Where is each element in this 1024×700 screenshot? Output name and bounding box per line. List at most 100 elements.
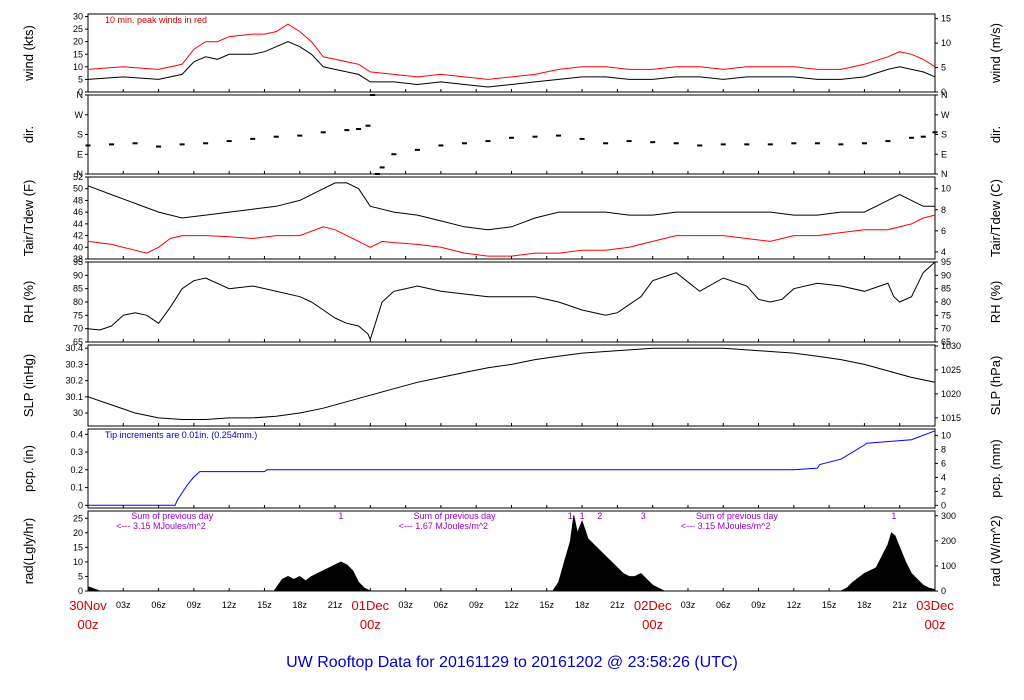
x-day-label: 03Dec [916, 598, 954, 613]
data-point [356, 128, 362, 131]
data-point [908, 136, 914, 139]
data-point [579, 137, 585, 140]
rad-marker: 1 [580, 511, 585, 521]
ytick-label: 25 [73, 513, 83, 523]
x-hour-label: 21z [610, 600, 625, 610]
data-point [344, 129, 350, 132]
panel-frame-rad [87, 510, 936, 592]
panel-frame-slp [87, 344, 936, 427]
panel-frame-rh [87, 261, 936, 343]
rad-sum-line1: Sum of previous day [696, 511, 779, 521]
right-ytick-label: 70 [941, 324, 951, 334]
ylabel-left: dir. [21, 126, 36, 143]
x-hour-label: 06z [434, 600, 449, 610]
right-ytick-label: 75 [941, 310, 951, 320]
right-ytick-label: 10 [941, 430, 951, 440]
right-ytick-label: 200 [941, 536, 956, 546]
x-hour-label: 15z [540, 600, 555, 610]
data-point [885, 140, 891, 143]
data-point [673, 142, 679, 145]
right-ytick-label: 1015 [941, 413, 961, 423]
rad-sum-line2: <--- 3.15 MJoules/m^2 [116, 521, 206, 531]
x-day-hour-label: 00z [360, 617, 381, 632]
right-ytick-label: S [941, 130, 947, 140]
x-hour-label: 15z [257, 600, 272, 610]
ytick-label: 85 [73, 284, 83, 294]
ylabel-left: rad(Lgly/hr) [21, 518, 36, 584]
data-point [273, 135, 279, 138]
x-hour-label: 18z [857, 600, 872, 610]
x-hour-label: 18z [292, 600, 307, 610]
right-ytick-label: 6 [941, 226, 946, 236]
rad-marker: 1 [568, 511, 573, 521]
data-point [603, 142, 609, 145]
rad-sum-line2: <--- 3.15 MJoules/m^2 [681, 521, 771, 531]
right-ytick-label: 90 [941, 270, 951, 280]
right-ytick-label: N [941, 90, 948, 100]
x-hour-label: 06z [716, 600, 731, 610]
data-point [744, 143, 750, 146]
panel-wind [85, 13, 938, 93]
ytick-label: N [77, 169, 84, 179]
rad-marker: 3 [641, 511, 646, 521]
ytick-label: 40 [73, 242, 83, 252]
right-ytick-label: 1025 [941, 365, 961, 375]
right-ytick-label: E [941, 149, 947, 159]
right-ytick-label: 6 [941, 458, 946, 468]
ytick-label: 0.3 [70, 447, 83, 457]
ytick-label: N [77, 90, 84, 100]
ylabel-right: dir. [988, 126, 1003, 143]
data-point [626, 140, 632, 143]
series-line-temp-1 [87, 214, 936, 257]
data-point [461, 142, 467, 145]
x-hour-label: 09z [751, 600, 766, 610]
ytick-label: 30.4 [65, 343, 83, 353]
rad-sum-line2: <--- 1.67 MJoules/m^2 [399, 521, 489, 531]
ytick-label: E [77, 149, 83, 159]
rad-sum-line1: Sum of previous day [131, 511, 214, 521]
rad-sum-line1: Sum of previous day [414, 511, 497, 521]
ytick-label: 42 [73, 231, 83, 241]
data-point [391, 153, 397, 156]
ylabel-left: pcp. (in) [21, 445, 36, 492]
data-point [226, 140, 232, 143]
data-point [532, 135, 538, 138]
right-ytick-label: 8 [941, 444, 946, 454]
x-hour-label: 18z [575, 600, 590, 610]
ytick-label: 0.2 [70, 465, 83, 475]
right-ytick-label: 4 [941, 472, 946, 482]
right-ytick-label: 65 [941, 337, 951, 347]
right-ytick-label: N [941, 169, 948, 179]
ytick-label: 0 [78, 586, 83, 596]
rad-marker: 1 [891, 511, 896, 521]
x-day-hour-label: 00z [925, 617, 946, 632]
ylabel-right: rad (W/m^2) [988, 515, 1003, 586]
ytick-label: 20 [73, 37, 83, 47]
data-point [861, 142, 867, 145]
ytick-label: 15 [73, 49, 83, 59]
x-day-hour-label: 00z [642, 617, 663, 632]
data-point [920, 135, 926, 138]
data-point [85, 144, 91, 147]
series-dir-0 [85, 94, 938, 175]
data-point [250, 137, 256, 140]
data-point [932, 131, 938, 134]
ytick-label: 5 [78, 74, 83, 84]
panel-annotation: Tip increments are 0.01in. (0.254mm.) [105, 430, 257, 440]
ytick-label: W [75, 110, 84, 120]
x-day-hour-label: 00z [78, 617, 99, 632]
ylabel-right: Tair/Tdew (C) [988, 179, 1003, 257]
ytick-label: S [77, 130, 83, 140]
series-line-rh-0 [87, 261, 936, 341]
ytick-label: 52 [73, 172, 83, 182]
x-hour-label: 03z [681, 600, 696, 610]
ytick-label: 20 [73, 528, 83, 538]
x-hour-label: 03z [116, 600, 131, 610]
ylabel-left: RH (%) [21, 281, 36, 324]
ytick-label: 10 [73, 62, 83, 72]
ytick-label: 50 [73, 184, 83, 194]
data-point [156, 145, 162, 148]
ylabel-left: Tair/Tdew (F) [21, 180, 36, 257]
data-point [297, 134, 303, 137]
